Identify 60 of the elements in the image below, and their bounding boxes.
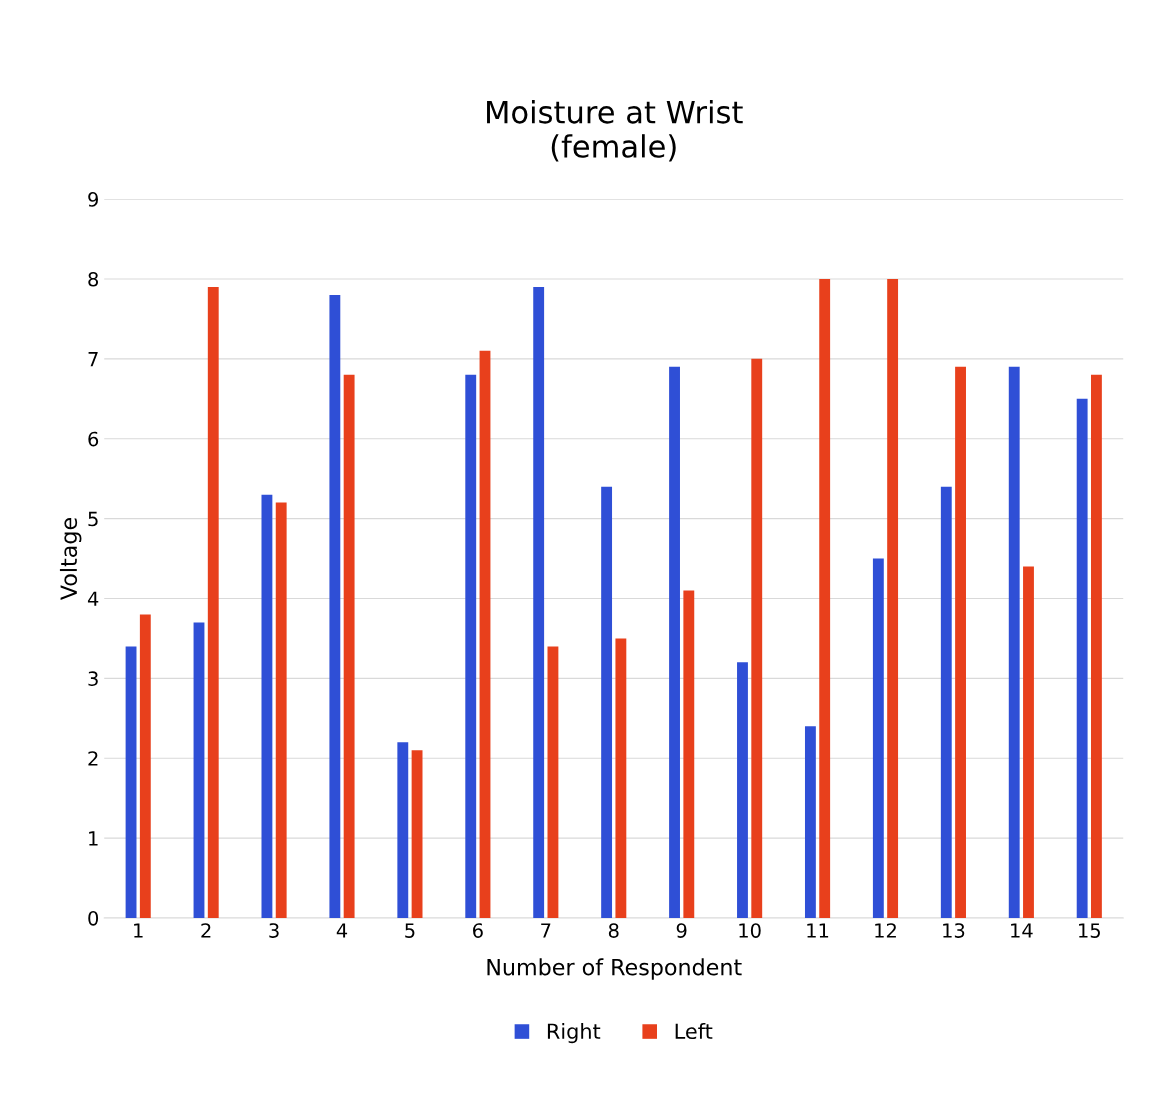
bar	[683, 590, 695, 918]
x-tick-label: 6	[473, 923, 483, 938]
bar	[669, 366, 680, 918]
y-tick-label: 8	[88, 271, 99, 287]
x-tick-label: 15	[1079, 923, 1100, 938]
bar	[1023, 566, 1034, 918]
chart-title: Moisture at Wrist (female)	[487, 99, 743, 162]
y-tick-label: 7	[88, 352, 98, 367]
bar	[1076, 398, 1088, 918]
bar	[751, 358, 763, 918]
y-tick-label: 4	[87, 591, 99, 606]
bar	[1008, 366, 1020, 918]
bar	[601, 486, 613, 918]
bar	[411, 750, 423, 918]
bar	[261, 494, 273, 918]
bar	[343, 374, 355, 918]
x-tick-label: 1	[134, 923, 143, 938]
bar	[479, 350, 491, 918]
bar	[737, 662, 748, 918]
bar	[465, 374, 477, 918]
y-tick-label: 3	[88, 671, 98, 687]
x-tick-label: 9	[676, 923, 687, 938]
bar	[940, 486, 952, 918]
y-tick-label: 2	[88, 751, 98, 766]
y-tick-label: 9	[88, 192, 98, 207]
y-tick-label: 6	[88, 431, 99, 447]
x-tick-label: 11	[807, 923, 829, 938]
bar	[207, 286, 219, 918]
bar	[819, 278, 831, 918]
legend-label: Right	[547, 1023, 601, 1044]
x-axis-title: Number of Respondent	[487, 958, 742, 980]
x-tick-label: 5	[405, 923, 415, 938]
x-tick-label: 12	[875, 923, 896, 938]
bar	[547, 646, 559, 918]
bar	[804, 726, 816, 918]
x-tick-label: 2	[201, 923, 211, 938]
y-tick-label: 5	[88, 511, 98, 527]
bar	[139, 614, 151, 918]
bar	[275, 502, 287, 918]
x-tick-label: 3	[269, 923, 279, 938]
y-tick-label: 1	[89, 831, 98, 846]
bar	[1090, 374, 1102, 918]
x-tick-label: 10	[739, 923, 761, 938]
bar	[329, 294, 341, 918]
x-tick-label: 13	[943, 923, 965, 938]
bar	[397, 742, 409, 918]
bar	[955, 366, 966, 918]
bar	[533, 286, 545, 918]
bar	[872, 558, 884, 918]
y-tick-label: 0	[88, 910, 99, 926]
x-tick-label: 14	[1011, 923, 1033, 938]
x-tick-label: 4	[336, 923, 348, 938]
y-axis-title: Voltage	[59, 518, 82, 601]
bar	[193, 622, 205, 918]
bar	[125, 646, 137, 918]
bar	[615, 638, 627, 918]
x-tick-label: 7	[541, 923, 551, 938]
bar	[887, 278, 899, 918]
x-tick-label: 8	[608, 923, 619, 938]
legend-label: Left	[675, 1023, 713, 1040]
